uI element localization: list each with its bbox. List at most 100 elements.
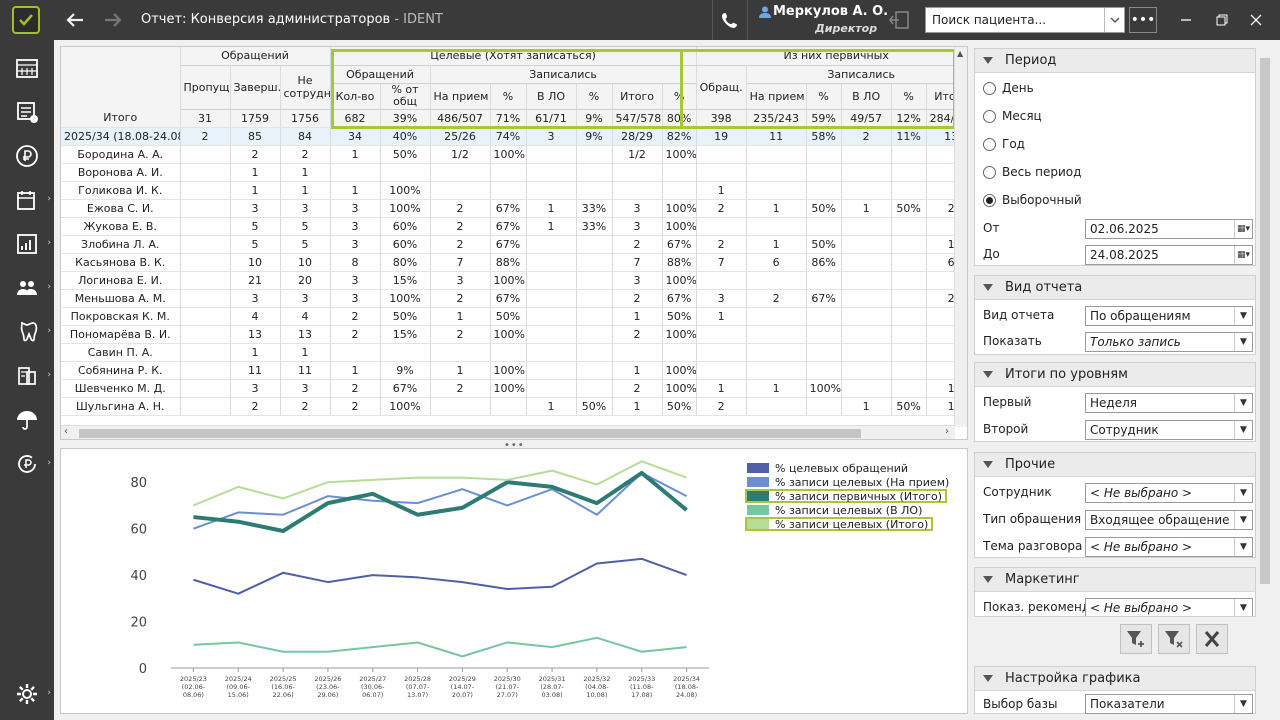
add-filter-button[interactable] (1120, 624, 1152, 654)
col-v-lo-2[interactable]: В ЛО (841, 83, 892, 110)
view-select[interactable]: По обращениям ▼ (1085, 306, 1253, 326)
scroll-right-icon[interactable]: › (945, 426, 949, 437)
group-levels-header[interactable]: Итоги по уровням (975, 363, 1255, 387)
table-row[interactable]: Касьянова В. К. 10 10 8 80% 7 88% 7 88% 7 6 86% 6 (61, 253, 967, 272)
table-vertical-scrollbar[interactable]: ▲ (954, 47, 967, 427)
group-other-header[interactable]: Прочие (975, 453, 1255, 477)
table-row[interactable]: Савин П. А. 1 1 (61, 343, 967, 362)
sidebar-item-reports[interactable]: › (0, 226, 54, 262)
radio-button[interactable] (983, 193, 996, 207)
table-row[interactable]: Злобина Л. А. 5 5 3 60% 2 67% 2 67% 2 1 50% 1 (61, 235, 967, 254)
col-zaversh[interactable]: Заверш. (230, 65, 281, 110)
second-level-select[interactable]: Сотрудник ▼ (1085, 420, 1253, 440)
chevron-down-icon[interactable]: ▼ (1234, 333, 1252, 351)
col-v-lo[interactable]: В ЛО (526, 83, 577, 110)
legend-item[interactable]: % записи целевых (В ЛО) (745, 503, 925, 517)
close-icon[interactable] (1246, 10, 1266, 30)
radio-button[interactable] (983, 109, 996, 123)
patient-search-input[interactable]: Поиск пациента... (925, 7, 1125, 33)
user-name[interactable]: Меркулов А. О. (773, 4, 889, 19)
chevron-down-icon[interactable] (1104, 8, 1124, 32)
table-row[interactable]: Собянина Р. К. 11 11 1 9% 1 100% 1 100% (61, 361, 967, 380)
col-kolvo[interactable]: Кол-во (330, 83, 381, 110)
type-select[interactable]: Входящее обращение ▼ (1085, 510, 1253, 530)
period-radio-0[interactable]: День (983, 81, 1034, 95)
col-pct-4[interactable]: % (806, 83, 842, 110)
to-date-input[interactable]: 24.08.2025 ▦▾ (1085, 245, 1253, 265)
sidebar-item-dental[interactable]: › (0, 314, 54, 350)
col-pct-2[interactable]: % (576, 83, 613, 110)
more-options-icon[interactable]: ••• (1129, 7, 1157, 33)
scroll-thumb[interactable] (1260, 58, 1270, 584)
sidebar-item-documents[interactable]: › (0, 358, 54, 394)
forward-arrow-icon[interactable] (100, 8, 126, 32)
table-row[interactable]: Жукова Е. В. 5 5 3 60% 2 67% 1 33% 3 100% (61, 217, 967, 236)
table-row[interactable]: Голикова И. К. 1 1 1 100% 1 (61, 181, 967, 200)
radio-button[interactable] (983, 165, 996, 179)
table-row[interactable]: Пономарёва В. И. 13 13 2 15% 2 100% 2 100% (61, 325, 967, 344)
week-row[interactable]: 2025/34 (18.08-24.08) 2 85 84 34 40% 25/26 74% 3… (61, 127, 967, 146)
from-date-input[interactable]: 02.06.2025 ▦▾ (1085, 219, 1253, 239)
clear-filters-button[interactable] (1196, 624, 1228, 654)
group-chart-settings-header[interactable]: Настройка графика (975, 667, 1255, 691)
collapse-triangle-icon[interactable] (983, 371, 993, 378)
chevron-down-icon[interactable]: ▼ (1234, 511, 1252, 529)
scroll-thumb[interactable] (79, 429, 861, 438)
col-pct-5[interactable]: % (891, 83, 927, 110)
radio-button[interactable] (983, 81, 996, 95)
topic-select[interactable]: < Не выбрано > ▼ (1085, 537, 1253, 557)
group-period-header[interactable]: Период (975, 49, 1255, 73)
chevron-down-icon[interactable]: ▼ (1234, 538, 1252, 556)
show-select[interactable]: Только запись ▼ (1085, 332, 1253, 352)
table-row[interactable]: Шульгина А. Н. 2 2 2 100% 1 50% 1 50% 2 1 50% 1 (61, 397, 967, 416)
collapse-triangle-icon[interactable] (983, 57, 993, 64)
sidebar-item-schedule[interactable] (0, 50, 54, 86)
scroll-up-icon[interactable]: ▲ (957, 49, 964, 58)
chevron-down-icon[interactable]: ▼ (1234, 599, 1252, 616)
table-row[interactable]: Шевченко М. Д. 3 3 2 67% 2 100% 2 100% 1 1 100% 1 (61, 379, 967, 398)
group-report-view-header[interactable]: Вид отчета (975, 276, 1255, 300)
period-radio-2[interactable]: Год (983, 137, 1025, 151)
panel-splitter-handle[interactable]: ••• (504, 440, 525, 451)
ident-logo-icon[interactable] (12, 6, 40, 34)
col-ne-sotrudn[interactable]: Не сотрудн. (280, 65, 331, 110)
scroll-left-icon[interactable]: ‹ (64, 426, 68, 437)
sidebar-item-settings[interactable]: › (0, 676, 54, 712)
col-itogo[interactable]: Итого (612, 83, 663, 110)
total-row[interactable]: Итого 31 1759 1756 682 39% 486/507 71% 61/71 9% 54… (61, 109, 967, 128)
legend-item[interactable]: % записи целевых (На прием) (745, 475, 952, 489)
period-radio-3[interactable]: Весь период (983, 165, 1081, 179)
col-pct-3[interactable]: % (662, 83, 697, 110)
remove-filter-button[interactable] (1158, 624, 1190, 654)
collapse-triangle-icon[interactable] (983, 576, 993, 583)
legend-item[interactable]: % целевых обращений (745, 461, 911, 475)
phone-icon[interactable] (712, 0, 748, 40)
table-row[interactable]: Бородина А. А. 2 2 1 50% 1/2 100% 1/2 100% (61, 145, 967, 164)
sidebar-item-payments[interactable]: › (0, 446, 54, 482)
sidebar-item-finance[interactable] (0, 138, 54, 174)
group-marketing-header[interactable]: Маркетинг (975, 568, 1255, 592)
radio-button[interactable] (983, 137, 996, 151)
collapse-triangle-icon[interactable] (983, 675, 993, 682)
chevron-down-icon[interactable]: ▼ (1234, 394, 1252, 412)
col-na-priem[interactable]: На прием (430, 83, 491, 110)
calendar-dropdown-icon[interactable]: ▦▾ (1234, 246, 1252, 264)
table-row[interactable]: Логинова Е. И. 21 20 3 15% 3 100% 3 100% (61, 271, 967, 290)
col-pct-ot-obsch[interactable]: % от общ (380, 83, 431, 110)
employee-select[interactable]: < Не выбрано > ▼ (1085, 483, 1253, 503)
table-row[interactable]: Ежова С. И. 3 3 3 100% 2 67% 1 33% 3 100% 2 1 50% 1 50%… (61, 199, 967, 218)
filter-panel-scrollbar[interactable] (1258, 46, 1272, 654)
exit-icon[interactable] (885, 8, 913, 32)
collapse-triangle-icon[interactable] (983, 461, 993, 468)
table-row[interactable]: Воронова А. И. 1 1 (61, 163, 967, 182)
first-level-select[interactable]: Неделя ▼ (1085, 393, 1253, 413)
table-row[interactable]: Покровская К. М. 4 4 2 50% 1 50% 1 50% 1 (61, 307, 967, 326)
table-row[interactable]: Меньшова А. М. 3 3 3 100% 2 67% 2 67% 3 2 67% 2 (61, 289, 967, 308)
chevron-down-icon[interactable]: ▼ (1234, 421, 1252, 439)
recommend-select[interactable]: < Не выбрано > ▼ (1085, 598, 1253, 616)
collapse-triangle-icon[interactable] (983, 284, 993, 291)
minimize-icon[interactable] (1176, 10, 1196, 30)
col-propusch[interactable]: Пропущ. (180, 65, 231, 110)
period-radio-4[interactable]: Выборочный (983, 193, 1082, 207)
col-obrasch[interactable]: Обращ. (696, 65, 747, 110)
